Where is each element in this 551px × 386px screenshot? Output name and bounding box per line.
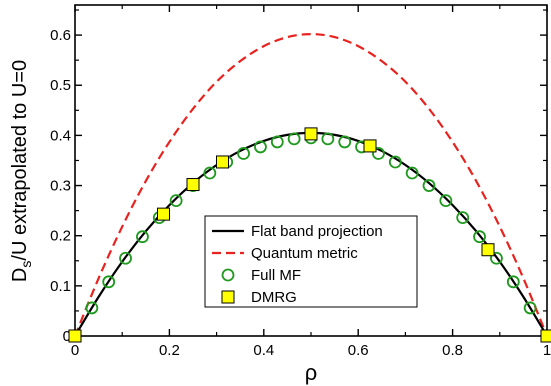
dmrg-point <box>186 178 200 192</box>
dmrg-point <box>304 127 318 141</box>
full-mf-point <box>506 275 520 289</box>
y-tick-label: 0.6 <box>50 27 71 44</box>
full-mf-point <box>119 251 132 265</box>
full-mf-point <box>237 147 250 160</box>
dmrg-point <box>363 139 377 153</box>
dmrg-point <box>540 329 551 343</box>
full-mf-point <box>422 179 436 192</box>
axis-ticks: 0 0.2 0.4 0.6 0.8 1 0 0.1 0.2 0.3 0.4 0.5 0.6 <box>50 5 551 359</box>
series-quantum-metric-line <box>73 32 549 337</box>
x-tick-label: 0.2 <box>159 342 180 359</box>
series-layer <box>68 32 551 343</box>
x-axis-label: ρ <box>305 360 318 385</box>
full-mf-point <box>523 301 537 315</box>
y-tick-label: 0.3 <box>50 178 71 195</box>
x-tick-label: 0 <box>71 342 79 359</box>
full-mf-point <box>388 155 402 169</box>
full-mf-point <box>338 135 352 149</box>
full-mf-point <box>85 301 99 315</box>
full-mf-point <box>287 132 301 146</box>
full-mf-point <box>254 140 267 154</box>
full-mf-point <box>136 230 149 244</box>
y-tick-label: 0.5 <box>50 77 71 94</box>
full-mf-point <box>372 147 385 160</box>
full-mf-point <box>490 251 503 265</box>
dmrg-point <box>157 207 170 221</box>
y-tick-label: 0.4 <box>50 127 71 144</box>
y-tick-label: 0 <box>63 328 71 345</box>
x-tick-label: 0.4 <box>253 342 274 359</box>
x-tick-label: 0.8 <box>442 342 463 359</box>
legend-label-quantum-metric: Quantum metric <box>251 245 358 262</box>
full-mf-point <box>473 230 486 244</box>
legend-label-flat-band: Flat band projection <box>251 223 383 240</box>
full-mf-point <box>321 132 335 146</box>
dmrg-point <box>481 243 495 257</box>
y-axis-label: Ds/U extrapolated to U=0 <box>9 60 34 282</box>
full-mf-point <box>439 194 453 207</box>
dmrg-point <box>216 155 229 169</box>
legend: Flat band projection Quantum metric Full… <box>204 215 418 308</box>
full-mf-point <box>270 135 284 149</box>
full-mf-point <box>405 166 419 180</box>
full-mf-point <box>456 211 470 225</box>
legend-label-dmrg: DMRG <box>251 289 297 306</box>
x-tick-label: 1 <box>543 342 551 359</box>
legend-swatch-dmrg <box>221 290 235 304</box>
dmrg-point <box>68 329 82 343</box>
full-mf-point <box>203 166 217 180</box>
legend-label-full-mf: Full MF <box>251 267 301 284</box>
full-mf-point <box>169 194 183 207</box>
full-mf-point <box>102 275 116 289</box>
x-tick-label: 0.6 <box>348 342 369 359</box>
legend-swatch-full-mf <box>221 268 235 282</box>
y-tick-label: 0.1 <box>50 278 71 295</box>
y-tick-label: 0.2 <box>50 228 71 245</box>
